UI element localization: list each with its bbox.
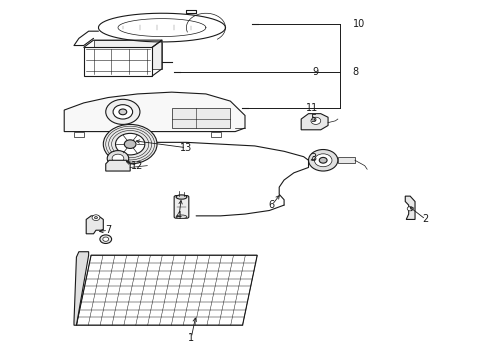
Circle shape bbox=[112, 154, 124, 163]
Circle shape bbox=[309, 149, 338, 171]
Text: 11: 11 bbox=[306, 103, 318, 113]
Circle shape bbox=[103, 125, 157, 164]
Circle shape bbox=[407, 207, 413, 211]
Circle shape bbox=[124, 140, 136, 148]
Circle shape bbox=[106, 99, 140, 125]
Text: 13: 13 bbox=[180, 143, 193, 153]
Polygon shape bbox=[86, 216, 103, 234]
Text: 3: 3 bbox=[310, 153, 317, 163]
Circle shape bbox=[103, 237, 109, 241]
Circle shape bbox=[319, 157, 327, 163]
Circle shape bbox=[92, 215, 100, 221]
Polygon shape bbox=[84, 47, 152, 76]
FancyBboxPatch shape bbox=[174, 195, 189, 218]
Text: 7: 7 bbox=[105, 225, 111, 235]
Polygon shape bbox=[64, 92, 245, 132]
Polygon shape bbox=[94, 40, 162, 69]
Text: 9: 9 bbox=[312, 67, 318, 77]
Polygon shape bbox=[74, 252, 89, 325]
Circle shape bbox=[95, 217, 98, 219]
Text: 8: 8 bbox=[352, 67, 359, 77]
Circle shape bbox=[119, 109, 127, 115]
Polygon shape bbox=[76, 255, 257, 325]
Polygon shape bbox=[106, 160, 130, 171]
Text: 10: 10 bbox=[352, 19, 365, 29]
Ellipse shape bbox=[176, 215, 187, 219]
Polygon shape bbox=[338, 157, 355, 163]
Circle shape bbox=[100, 235, 112, 243]
Text: 6: 6 bbox=[269, 200, 275, 210]
Polygon shape bbox=[74, 132, 84, 137]
Text: 5: 5 bbox=[310, 114, 317, 124]
Polygon shape bbox=[211, 132, 220, 137]
Ellipse shape bbox=[176, 195, 187, 199]
Circle shape bbox=[315, 154, 332, 167]
Text: 1: 1 bbox=[188, 333, 195, 343]
Text: 4: 4 bbox=[176, 211, 182, 221]
Polygon shape bbox=[98, 13, 225, 42]
Circle shape bbox=[113, 105, 133, 119]
Text: 2: 2 bbox=[423, 215, 429, 224]
Circle shape bbox=[107, 150, 129, 166]
Circle shape bbox=[116, 134, 145, 155]
Polygon shape bbox=[301, 114, 328, 130]
Polygon shape bbox=[172, 108, 230, 128]
Text: 12: 12 bbox=[131, 161, 144, 171]
Circle shape bbox=[311, 117, 321, 125]
Polygon shape bbox=[405, 196, 415, 220]
